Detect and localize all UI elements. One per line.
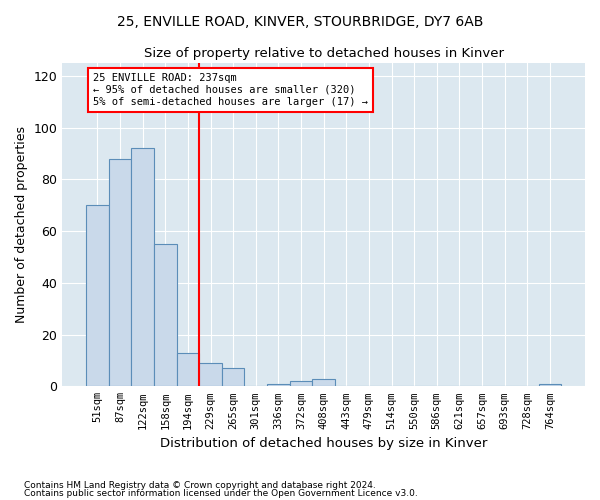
Bar	[109, 158, 131, 386]
Bar	[199, 363, 222, 386]
Title: Size of property relative to detached houses in Kinver: Size of property relative to detached ho…	[143, 48, 503, 60]
Bar	[313, 378, 335, 386]
Bar	[176, 352, 199, 386]
Text: 25 ENVILLE ROAD: 237sqm
← 95% of detached houses are smaller (320)
5% of semi-de: 25 ENVILLE ROAD: 237sqm ← 95% of detache…	[93, 74, 368, 106]
Bar	[86, 206, 109, 386]
Y-axis label: Number of detached properties: Number of detached properties	[15, 126, 28, 323]
Text: Contains HM Land Registry data © Crown copyright and database right 2024.: Contains HM Land Registry data © Crown c…	[24, 481, 376, 490]
Bar	[154, 244, 176, 386]
Text: Contains public sector information licensed under the Open Government Licence v3: Contains public sector information licen…	[24, 488, 418, 498]
Bar	[131, 148, 154, 386]
Bar	[290, 381, 313, 386]
X-axis label: Distribution of detached houses by size in Kinver: Distribution of detached houses by size …	[160, 437, 487, 450]
Text: 25, ENVILLE ROAD, KINVER, STOURBRIDGE, DY7 6AB: 25, ENVILLE ROAD, KINVER, STOURBRIDGE, D…	[117, 15, 483, 29]
Bar	[267, 384, 290, 386]
Bar	[539, 384, 561, 386]
Bar	[222, 368, 244, 386]
